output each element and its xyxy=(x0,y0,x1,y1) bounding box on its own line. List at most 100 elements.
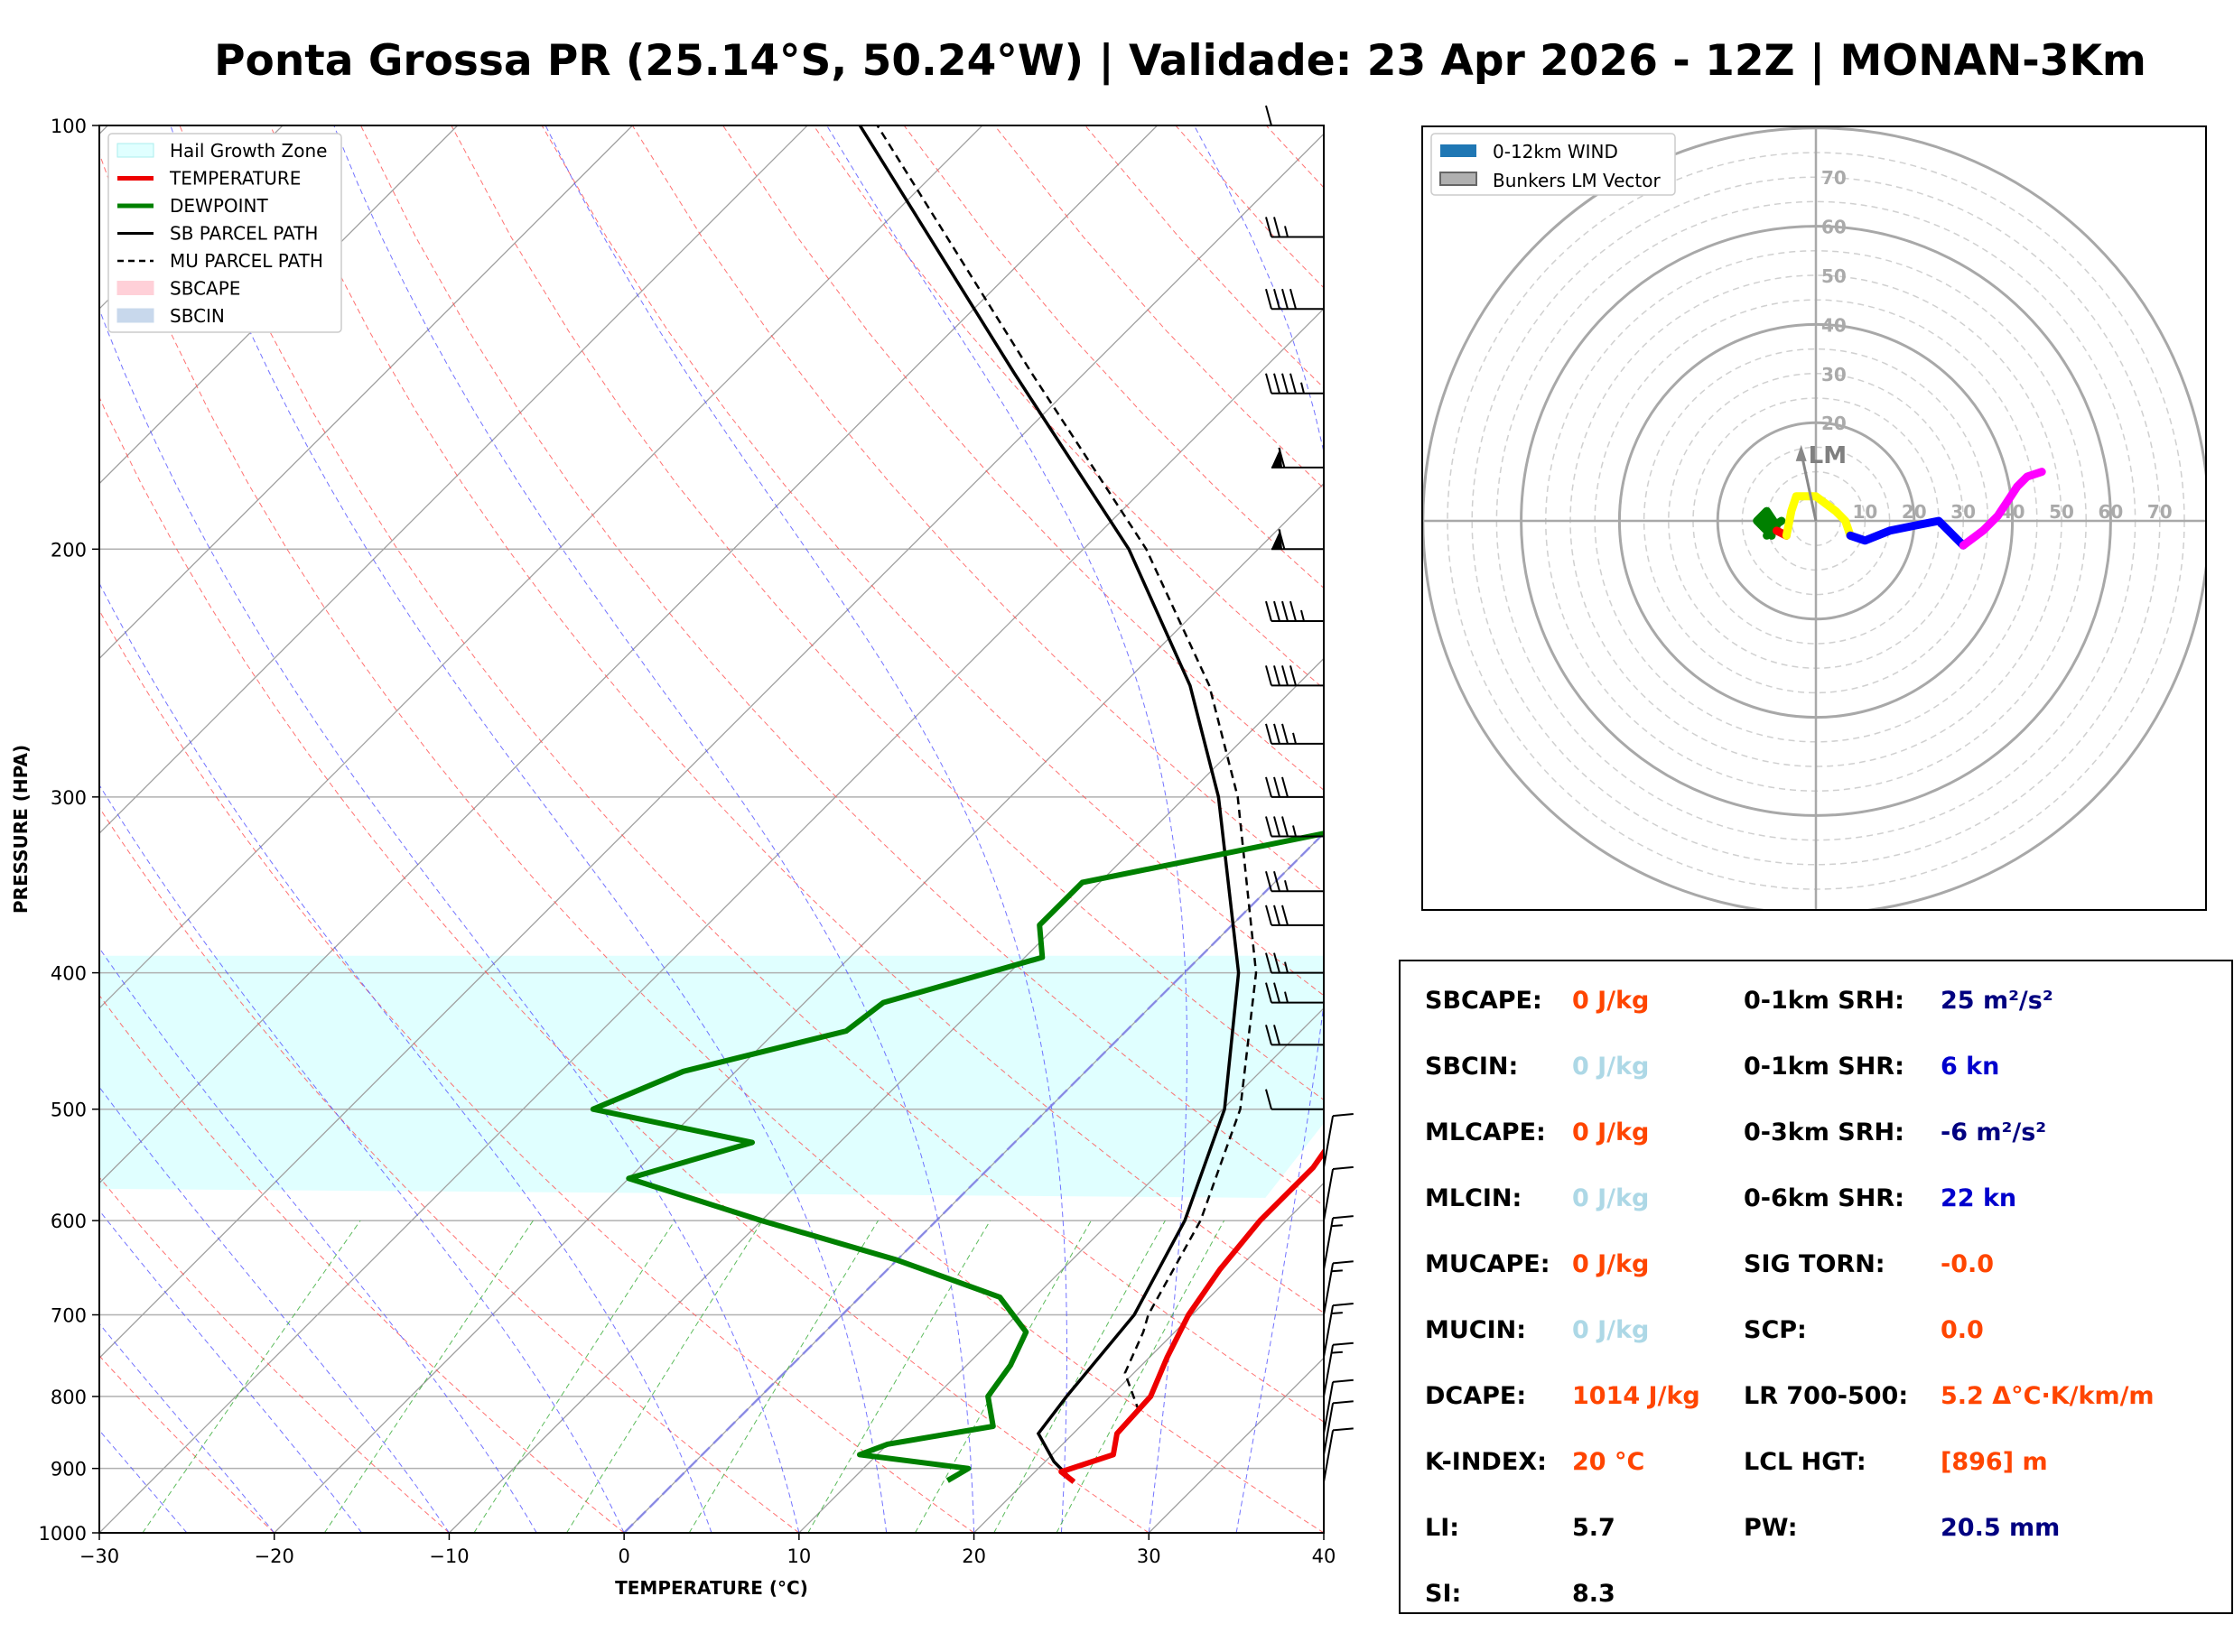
legend-label: SBCAPE xyxy=(170,278,240,300)
dry-adiabat xyxy=(631,125,1324,894)
hodo-ring-label: 60 xyxy=(2098,501,2123,523)
wind-barb xyxy=(1265,217,1324,238)
y-tick-label: 500 xyxy=(51,1100,87,1121)
x-tick-label: −10 xyxy=(429,1545,469,1567)
index-value: 25 m²/s² xyxy=(1941,987,2053,1015)
hodo-legend: 0-12km WIND Bunkers LM Vector xyxy=(1430,133,1676,196)
temperature-line xyxy=(1058,1147,1324,1484)
mixing-ratio-line xyxy=(688,1220,879,1533)
moist-adiabat xyxy=(99,1323,275,1533)
wind-barb xyxy=(1265,816,1324,838)
mixing-ratio-line xyxy=(142,1220,361,1533)
y-tick-label: 100 xyxy=(51,116,87,137)
dry-adiabat xyxy=(99,609,974,1533)
y-tick-label: 900 xyxy=(51,1459,87,1480)
index-value: -6 m²/s² xyxy=(1941,1118,2047,1146)
bunkers-lm-arrowhead xyxy=(1795,444,1807,461)
dry-adiabat xyxy=(269,125,1324,1313)
hodo-wind-trace xyxy=(1782,492,1855,540)
legend-label: 0-12km WIND xyxy=(1493,141,1618,162)
mu-parcel-path xyxy=(876,125,1258,1413)
moist-adiabat xyxy=(99,947,537,1533)
legend-label: Bunkers LM Vector xyxy=(1493,170,1662,191)
mixing-ratio-line xyxy=(807,1220,991,1533)
dry-adiabat xyxy=(99,1355,275,1533)
y-tick-label: 800 xyxy=(51,1387,87,1408)
hodo-ring-label: 30 xyxy=(1821,364,1847,385)
index-label: 0-1km SRH: xyxy=(1744,987,1904,1015)
wind-barb xyxy=(1265,952,1324,974)
dry-adiabat xyxy=(99,395,1150,1533)
isotherm-line xyxy=(99,308,1324,1533)
wind-barb xyxy=(1265,1089,1324,1110)
index-label: LCL HGT: xyxy=(1744,1448,1866,1476)
legend-swatch xyxy=(1439,172,1477,186)
dry-adiabat xyxy=(360,125,1324,1207)
y-tick-label: 300 xyxy=(51,787,87,809)
x-tick-label: −20 xyxy=(255,1545,294,1567)
isotherm-line xyxy=(99,133,1324,1360)
index-label: 0-3km SRH: xyxy=(1744,1118,1904,1146)
moist-adiabat xyxy=(333,125,975,1533)
moist-adiabat xyxy=(99,784,625,1533)
isotherm-line xyxy=(99,125,808,835)
legend-label: MU PARCEL PATH xyxy=(170,250,323,272)
plot-frame xyxy=(98,125,1325,1534)
isotherm-line xyxy=(99,125,459,485)
dry-adiabat xyxy=(541,125,1324,997)
index-value: 0 J/kg xyxy=(1572,1053,1650,1081)
chart-title: Ponta Grossa PR (25.14°S, 50.24°W) | Val… xyxy=(214,36,2146,86)
moist-adiabat xyxy=(170,125,888,1533)
skewt-legend: Hail Growth Zone TEMPERATURE DEWPOINT SB PA… xyxy=(107,133,342,333)
moist-adiabat xyxy=(826,125,1187,1533)
isotherm-line xyxy=(274,482,1324,1533)
hodo-wind-trace xyxy=(1846,516,1968,550)
mixing-ratio-line xyxy=(323,1220,534,1533)
moist-adiabat xyxy=(99,1210,362,1533)
hodo-ring-label: 20 xyxy=(1821,413,1847,434)
wind-barb xyxy=(1323,1378,1354,1434)
dry-adiabat xyxy=(99,806,800,1533)
index-value: 0 J/kg xyxy=(1572,987,1650,1015)
wind-barb xyxy=(1265,665,1324,687)
legend-swatch xyxy=(116,143,154,158)
moist-adiabat xyxy=(99,582,712,1533)
x-tick-label: 20 xyxy=(962,1545,986,1567)
hodo-ring-label: 40 xyxy=(1821,314,1847,336)
mixing-ratio-line xyxy=(566,1220,763,1533)
wind-barb xyxy=(1265,600,1324,623)
wind-barb xyxy=(1323,1427,1354,1482)
dry-adiabat xyxy=(99,152,1324,1533)
moist-adiabat xyxy=(99,1086,450,1533)
wind-barb xyxy=(1265,1025,1324,1046)
isotherm-line xyxy=(973,1182,1324,1533)
isotherm-line xyxy=(99,125,633,660)
isotherm-line xyxy=(798,1007,1324,1533)
legend-label: DEWPOINT xyxy=(170,195,268,217)
dry-adiabat xyxy=(99,994,625,1533)
wind-barb xyxy=(1265,982,1324,1004)
wind-barb xyxy=(1323,1215,1354,1270)
wind-barb xyxy=(1323,1165,1354,1221)
index-label: LI: xyxy=(1425,1514,1460,1542)
hodo-ring-label: 30 xyxy=(1950,501,1976,523)
legend-swatch xyxy=(116,308,154,323)
index-label: LR 700-500: xyxy=(1744,1382,1909,1410)
wind-barb xyxy=(1323,1303,1354,1358)
wind-barb xyxy=(1323,1113,1354,1168)
y-tick-label: 700 xyxy=(51,1305,87,1327)
index-label: MLCAPE: xyxy=(1425,1118,1546,1146)
index-label: PW: xyxy=(1744,1514,1798,1542)
wind-barb xyxy=(1265,373,1324,394)
index-label: SBCIN: xyxy=(1425,1053,1519,1081)
mixing-ratio-line xyxy=(1056,1220,1225,1533)
y-axis-label: PRESSURE (HPA) xyxy=(10,745,32,914)
sb-parcel-path xyxy=(858,125,1241,1483)
dry-adiabat xyxy=(179,125,1324,1423)
hail-growth-zone xyxy=(99,955,1324,1198)
index-label: MLCIN: xyxy=(1425,1184,1522,1212)
legend-label: TEMPERATURE xyxy=(169,168,301,190)
x-tick-label: 40 xyxy=(1312,1545,1336,1567)
y-tick-label: 400 xyxy=(51,963,87,985)
